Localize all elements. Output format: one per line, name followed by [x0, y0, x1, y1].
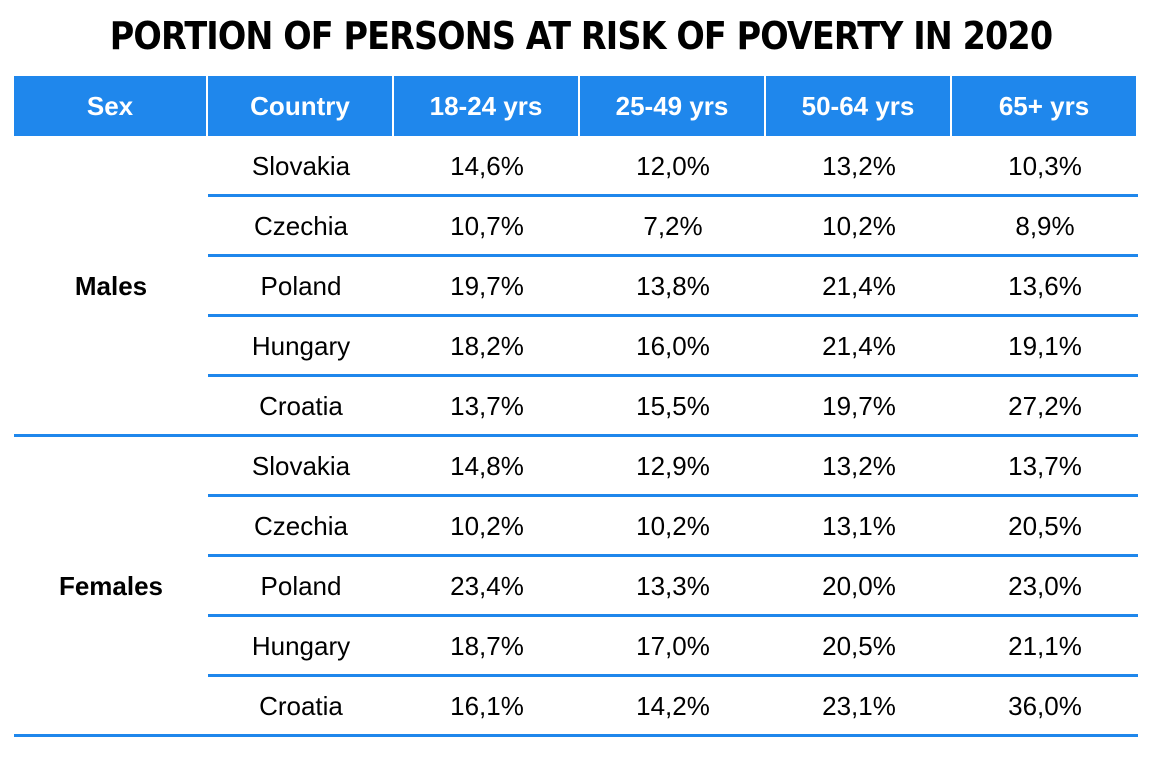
header-18-24: 18-24 yrs [394, 76, 578, 136]
value-cell: 7,2% [643, 210, 703, 241]
country-cell: Czechia [254, 510, 348, 541]
value-cell: 13,7% [1008, 450, 1082, 481]
row-divider [208, 674, 1138, 677]
table-title: PORTION OF PERSONS AT RISK OF POVERTY IN… [109, 14, 1053, 58]
country-cell: Poland [260, 270, 342, 301]
value-cell: 23,4% [450, 570, 524, 601]
value-cell: 20,5% [822, 630, 896, 661]
value-cell: 10,2% [450, 510, 524, 541]
value-cell: 21,4% [822, 270, 896, 301]
value-cell: 12,0% [636, 150, 710, 181]
value-cell: 10,2% [636, 510, 710, 541]
value-cell: 13,8% [636, 270, 710, 301]
value-cell: 21,1% [1008, 630, 1082, 661]
value-cell: 8,9% [1015, 210, 1075, 241]
header-65-plus: 65+ yrs [952, 76, 1136, 136]
row-divider [208, 614, 1138, 617]
value-cell: 14,2% [636, 690, 710, 721]
row-divider [208, 554, 1138, 557]
row-divider [208, 374, 1138, 377]
group-label-males: Males [74, 270, 148, 301]
row-divider [208, 314, 1138, 317]
value-cell: 13,2% [822, 150, 896, 181]
value-cell: 13,7% [450, 390, 524, 421]
country-cell: Slovakia [251, 450, 351, 481]
value-cell: 20,5% [1008, 510, 1082, 541]
row-divider [208, 494, 1138, 497]
country-cell: Czechia [254, 210, 348, 241]
value-cell: 19,7% [450, 270, 524, 301]
country-cell: Slovakia [251, 150, 351, 181]
value-cell: 10,7% [450, 210, 524, 241]
country-cell: Croatia [259, 690, 343, 721]
group-divider [14, 434, 1138, 437]
value-cell: 12,9% [636, 450, 710, 481]
row-divider [208, 194, 1138, 197]
value-cell: 14,6% [450, 150, 524, 181]
value-cell: 10,3% [1008, 150, 1082, 181]
value-cell: 16,1% [450, 690, 524, 721]
value-cell: 21,4% [822, 330, 896, 361]
value-cell: 23,1% [822, 690, 896, 721]
value-cell: 13,6% [1008, 270, 1082, 301]
country-cell: Hungary [251, 630, 351, 661]
value-cell: 19,7% [822, 390, 896, 421]
value-cell: 18,7% [450, 630, 524, 661]
value-cell: 10,2% [822, 210, 896, 241]
row-divider [208, 254, 1138, 257]
value-cell: 16,0% [636, 330, 710, 361]
header-country: Country [208, 76, 392, 136]
country-cell: Hungary [251, 330, 351, 361]
value-cell: 27,2% [1008, 390, 1082, 421]
value-cell: 18,2% [450, 330, 524, 361]
value-cell: 19,1% [1008, 330, 1082, 361]
value-cell: 17,0% [636, 630, 710, 661]
header-sex: Sex [14, 76, 206, 136]
group-label-females: Females [58, 570, 164, 601]
value-cell: 23,0% [1008, 570, 1082, 601]
group-divider [14, 734, 1138, 737]
country-cell: Croatia [259, 390, 343, 421]
header-50-64: 50-64 yrs [766, 76, 950, 136]
value-cell: 14,8% [450, 450, 524, 481]
value-cell: 15,5% [636, 390, 710, 421]
value-cell: 36,0% [1008, 690, 1082, 721]
value-cell: 13,1% [822, 510, 896, 541]
value-cell: 20,0% [822, 570, 896, 601]
header-25-49: 25-49 yrs [580, 76, 764, 136]
value-cell: 13,2% [822, 450, 896, 481]
country-cell: Poland [260, 570, 342, 601]
value-cell: 13,3% [636, 570, 710, 601]
